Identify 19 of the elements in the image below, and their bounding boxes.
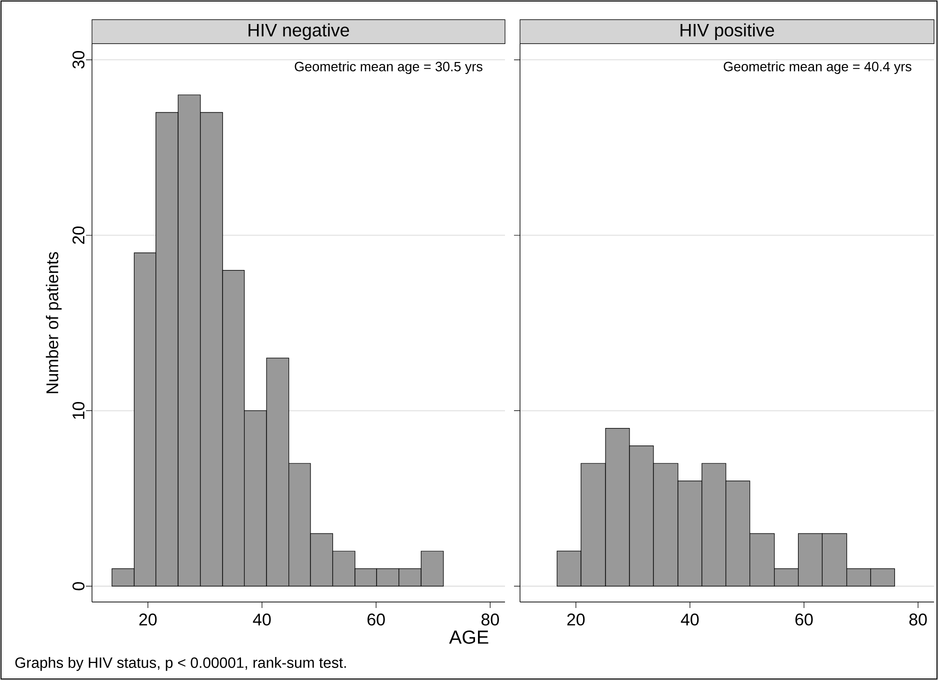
y-tick-label: 0: [72, 582, 84, 590]
annotation: Geometric mean age = 40.4 yrs: [724, 61, 912, 74]
x-axis-title: AGE: [449, 630, 488, 644]
x-tick-label: 60: [368, 614, 385, 626]
annotation: Geometric mean age = 30.5 yrs: [294, 61, 482, 74]
x-tick-label: 40: [680, 614, 699, 626]
chart-title: HIV positive: [680, 23, 774, 40]
x-tick-label: 80: [481, 614, 499, 626]
y-axis-title: Number of patients: [46, 252, 62, 394]
x-tick-label: 20: [139, 614, 157, 626]
chart-title: HIV negative: [248, 23, 350, 40]
x-tick-label: 80: [909, 614, 927, 626]
x-tick-label: 60: [795, 614, 813, 626]
y-tick-label: 20: [72, 226, 84, 244]
x-tick-label: 40: [252, 614, 271, 626]
text: Graphs by HIV status, p < 0.00001, rank-sum test.: [15, 656, 346, 671]
y-tick-label: 10: [72, 402, 84, 419]
y-tick-label: 30: [72, 51, 84, 69]
x-tick-label: 20: [567, 614, 585, 626]
